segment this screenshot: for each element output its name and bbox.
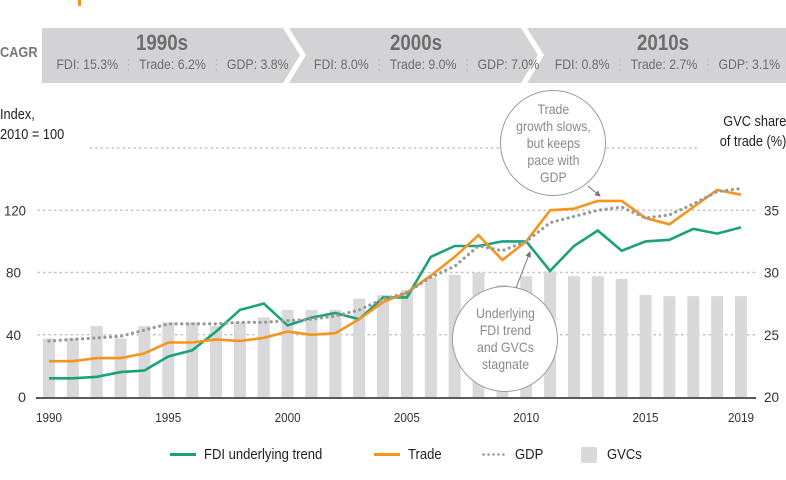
callout-fdi-text: Underlying FDI trend and GVCs stagnate xyxy=(475,305,535,372)
gvc-bar xyxy=(162,322,175,397)
legend-swatch-fdi xyxy=(170,453,196,456)
legend-item-fdi: FDI underlying trend xyxy=(170,446,340,463)
cagr-banner xyxy=(42,28,786,83)
banner-segment-1990s xyxy=(42,28,300,83)
legend-swatch-gdp xyxy=(480,453,507,456)
x-tick-label: 1990 xyxy=(36,410,62,425)
fdi-cagr: FDI: 0.8% xyxy=(554,56,610,72)
decade-label: 1990s xyxy=(135,30,189,55)
y-left-tick-label: 0 xyxy=(18,389,26,405)
legend-label: GVCs xyxy=(607,446,642,463)
fdi-cagr: FDI: 15.3% xyxy=(56,56,119,72)
legend-item-gvc: GVCs xyxy=(581,446,647,463)
period-stats: FDI: 15.3% ⋮ Trade: 6.2% ⋮ GDP: 3.8% xyxy=(56,56,289,72)
gvc-bar xyxy=(43,338,55,397)
callout-fdi-stagnate: Underlying FDI trend and GVCs stagnate xyxy=(452,286,558,392)
gdp-cagr: GDP: 3.1% xyxy=(718,56,781,72)
gvc-bar xyxy=(615,278,628,397)
legend-label: GDP xyxy=(514,446,543,463)
legend-item-gdp: GDP xyxy=(480,446,548,463)
legend-label: FDI underlying trend xyxy=(204,446,323,463)
gvc-bar xyxy=(639,294,652,397)
callout-fdi-arrow xyxy=(515,251,531,289)
gvc-bar xyxy=(711,296,724,397)
legend-item-trade: Trade xyxy=(373,446,447,463)
series-lines xyxy=(47,186,743,380)
right-axis-title-line: GVC share xyxy=(722,113,786,130)
fdi-cagr: FDI: 8.0% xyxy=(313,56,369,72)
gvc-bar xyxy=(90,326,103,397)
gvc-bar xyxy=(353,298,366,397)
gvc-bar xyxy=(305,309,318,397)
y-left-tick-label: 80 xyxy=(6,265,21,281)
banner-segment-2010s xyxy=(527,28,786,83)
left-axis-title-line: 2010 = 100 xyxy=(0,126,65,143)
x-tick-label: 2019 xyxy=(728,410,754,425)
legend: FDI underlying trend Trade GDP GVCs xyxy=(170,446,681,463)
x-tick-label: 2015 xyxy=(633,410,659,425)
trade-cagr: Trade: 2.7% xyxy=(630,56,698,72)
gvc-bar xyxy=(687,296,700,397)
trade-cagr: Trade: 6.2% xyxy=(139,56,206,72)
series-line-gdp xyxy=(47,186,743,343)
gvc-bar xyxy=(210,326,223,397)
gvc-bar xyxy=(663,296,676,397)
left-axis-title: Index, 2010 = 100 xyxy=(0,105,64,145)
x-tick-label: 2000 xyxy=(275,410,301,425)
y-left-tick-label: 120 xyxy=(4,202,26,218)
axes: 0 40 80 120 20 25 30 35 1990 1995 2000 2005 2010 2015… xyxy=(4,202,779,425)
period-stats: FDI: 0.8% ⋮ Trade: 2.7% ⋮ GDP: 3.1% xyxy=(554,56,781,72)
left-axis-title-line: Index, xyxy=(0,106,35,123)
cagr-label: CAGR xyxy=(0,44,38,61)
x-tick-label: 2005 xyxy=(394,410,420,425)
legend-label: Trade xyxy=(407,446,442,463)
gvc-bar xyxy=(138,326,151,397)
right-axis-title: GVC share of trade (%) xyxy=(719,112,786,152)
period-2010s: 2010s FDI: 0.8% ⋮ Trade: 2.7% ⋮ GDP: 3.1% xyxy=(540,30,786,73)
y-right-tick-label: 25 xyxy=(764,327,779,343)
y-right-tick-label: 35 xyxy=(764,202,779,218)
decade-label: 2000s xyxy=(389,30,443,55)
decade-label: 2010s xyxy=(636,30,690,55)
period-1990s: 1990s FDI: 15.3% ⋮ Trade: 6.2% ⋮ GDP: 3.8% xyxy=(42,30,289,73)
gvc-bar xyxy=(424,277,437,397)
gvc-bar xyxy=(567,276,580,397)
y-right-tick-label: 20 xyxy=(764,389,779,405)
y-left-tick-label: 40 xyxy=(6,327,21,343)
gdp-cagr: GDP: 7.0% xyxy=(477,56,540,72)
banner-segment-2000s xyxy=(289,28,538,83)
gdp-cagr: GDP: 3.8% xyxy=(226,56,289,72)
callout-trade-arrow xyxy=(587,185,601,197)
legend-swatch-gvc xyxy=(581,446,598,463)
legend-swatch-trade xyxy=(373,453,400,456)
period-2000s: 2000s FDI: 8.0% ⋮ Trade: 9.0% ⋮ GDP: 7.0% xyxy=(300,30,540,73)
x-tick-label: 2010 xyxy=(513,410,539,425)
gvc-bar xyxy=(735,296,747,397)
gvc-bar xyxy=(591,276,604,397)
x-tick-label: 1995 xyxy=(155,410,181,425)
trade-cagr: Trade: 9.0% xyxy=(389,56,457,72)
period-stats: FDI: 8.0% ⋮ Trade: 9.0% ⋮ GDP: 7.0% xyxy=(313,56,540,72)
accent-mark xyxy=(78,0,81,6)
grid-lines xyxy=(37,147,756,336)
y-right-tick-label: 30 xyxy=(764,265,779,281)
right-axis-title-line: of trade (%) xyxy=(719,133,786,150)
callout-trade-text: Trade growth slows, but keeps pace with … xyxy=(515,100,591,185)
gvc-bar xyxy=(377,294,390,397)
callout-trade-growth: Trade growth slows, but keeps pace with … xyxy=(500,90,606,196)
series-line-trade xyxy=(49,188,742,363)
gvc-bar xyxy=(66,338,79,397)
gvc-bar xyxy=(400,289,413,397)
gvc-bar xyxy=(114,338,127,397)
callout-arrows xyxy=(515,185,601,289)
